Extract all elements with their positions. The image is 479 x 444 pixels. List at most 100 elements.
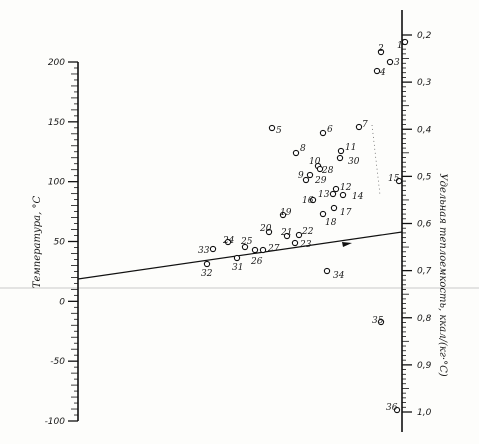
substance-point-marker	[292, 149, 300, 157]
substance-point-marker	[332, 185, 340, 193]
substance-point-30: 30	[336, 154, 360, 167]
substance-point-2: 2	[377, 44, 385, 56]
substance-point-marker	[224, 238, 232, 246]
substance-point-marker	[377, 318, 385, 326]
dotted-guide	[371, 124, 381, 196]
substance-point-marker	[386, 58, 394, 66]
substance-point-label: 26	[250, 257, 263, 267]
substance-point-27: 27	[259, 244, 280, 254]
substance-point-label: 21	[280, 228, 292, 238]
substance-point-marker	[319, 210, 327, 218]
substance-point-marker	[265, 228, 273, 236]
substance-point-18: 18	[319, 210, 337, 228]
substance-point-label: 4	[379, 68, 386, 78]
temperature-tick-label: 200	[48, 58, 65, 68]
substance-point-13: 13	[318, 190, 337, 200]
substance-point-9: 9	[298, 171, 314, 181]
substance-point-label: 24	[222, 236, 235, 246]
substance-point-31: 31	[232, 254, 243, 273]
substance-point-marker	[336, 154, 344, 162]
substance-point-3: 3	[386, 58, 400, 68]
substance-point-17: 17	[330, 204, 352, 218]
substance-point-15: 15	[388, 174, 403, 185]
substance-point-4: 4	[373, 67, 386, 78]
substance-point-label: 2	[377, 44, 384, 54]
substance-point-35: 35	[372, 316, 385, 326]
substance-point-marker	[329, 190, 337, 198]
substance-point-marker	[319, 129, 327, 137]
substance-point-marker	[259, 246, 267, 254]
substance-point-marker	[283, 232, 291, 240]
example-line	[77, 231, 403, 280]
substance-point-8: 8	[292, 144, 306, 157]
substance-point-marker	[295, 231, 303, 239]
specific-heat-tick-label: 0,5	[417, 172, 432, 182]
substance-point-marker	[401, 38, 409, 46]
specific-heat-tick-label: 0,4	[417, 125, 432, 135]
substance-point-22: 22	[295, 227, 314, 239]
substance-point-marker	[291, 239, 299, 247]
substance-point-label: 33	[198, 246, 210, 256]
substance-point-label: 1	[397, 41, 403, 51]
substance-point-19: 19	[279, 208, 292, 219]
specific-heat-tick-label: 0,2	[417, 31, 432, 41]
substance-point-11: 11	[337, 143, 356, 155]
substance-point-21: 21	[280, 228, 292, 240]
substance-point-label: 29	[314, 176, 327, 186]
substance-point-marker	[330, 204, 338, 212]
substance-point-marker	[339, 191, 347, 199]
substance-point-label: 12	[340, 183, 352, 193]
substance-point-label: 14	[352, 192, 364, 202]
substance-point-14: 14	[339, 191, 364, 202]
specific-heat-tick-label: 0,9	[417, 361, 432, 371]
substance-point-marker	[209, 245, 217, 253]
substance-point-label: 7	[362, 120, 368, 130]
substance-point-marker	[395, 177, 403, 185]
substance-point-marker	[355, 123, 363, 131]
substance-point-label: 17	[340, 208, 352, 218]
specific-heat-tick-label: 1,0	[417, 408, 432, 418]
temperature-tick-label: 100	[48, 178, 65, 188]
substance-point-marker	[241, 243, 249, 251]
specific-heat-tick-label: 0,6	[417, 220, 432, 230]
substance-point-label: 8	[300, 144, 306, 154]
substance-point-marker	[268, 124, 276, 132]
substance-point-label: 32	[201, 269, 213, 279]
substance-point-marker	[306, 171, 314, 179]
substance-point-marker	[377, 48, 385, 56]
temperature-tick-label: 50	[54, 238, 66, 248]
substance-point-label: 30	[348, 157, 360, 167]
substance-point-label: 16	[302, 196, 314, 206]
substance-point-12: 12	[332, 183, 352, 193]
example-key-line	[77, 231, 403, 280]
specific-heat-axis-title: Удельная теплоемкость, ккал/(кг·°С)	[437, 173, 448, 376]
substance-point-20: 20	[259, 224, 273, 236]
substance-point-25: 25	[240, 237, 253, 251]
temperature-axis-title: Температура, °С	[32, 196, 43, 289]
substance-point-label: 28	[321, 166, 334, 176]
substance-point-label: 11	[345, 143, 356, 153]
substance-point-marker	[323, 267, 331, 275]
example-line-arrowhead	[342, 242, 352, 247]
substance-point-33: 33	[198, 245, 217, 256]
substance-point-23: 23	[291, 239, 312, 250]
substance-point-label: 20	[259, 224, 272, 234]
substance-point-label: 9	[298, 171, 304, 181]
substance-point-label: 10	[309, 157, 321, 167]
substance-point-label: 13	[318, 190, 330, 200]
substance-point-label: 5	[276, 126, 282, 136]
substance-point-24: 24	[222, 236, 235, 246]
specific-heat-tick-label: 0,7	[417, 267, 432, 277]
specific-heat-scale: 0,2 0,3 0,4 0,5 0,6 0,7 0,8 0,9 1,0 Удельная теп…	[401, 10, 448, 432]
temperature-tick-label: 150	[48, 118, 65, 128]
temperature-tick-label: -100	[45, 417, 66, 427]
temperature-tick-label: 0	[59, 297, 65, 307]
substance-point-label: 31	[232, 263, 243, 273]
substance-point-label: 22	[301, 227, 314, 237]
substance-point-label: 34	[333, 271, 345, 281]
substance-point-label: 6	[327, 125, 333, 135]
substance-point-36: 36	[386, 403, 401, 414]
substance-point-marker	[373, 67, 381, 75]
